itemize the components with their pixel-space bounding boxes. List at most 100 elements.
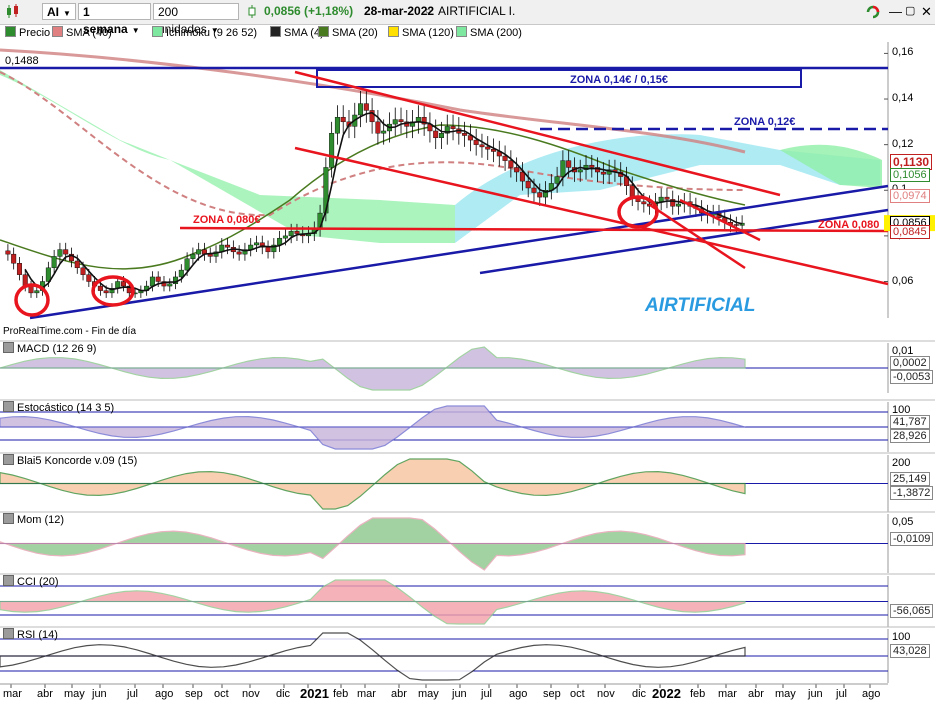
candle <box>253 242 259 246</box>
candle <box>502 155 508 161</box>
indicator-area <box>0 632 746 681</box>
candle <box>531 187 537 193</box>
panel-title: RSI (14) <box>3 628 58 641</box>
candle <box>74 260 80 269</box>
candle <box>184 258 190 271</box>
minimize-icon[interactable]: — <box>889 4 902 19</box>
candle <box>294 231 300 234</box>
panel-title: CCI (20) <box>3 575 59 588</box>
legend-label: Precio <box>19 27 51 39</box>
legend-item: SMA (200) <box>456 26 522 41</box>
panel-name: Blai5 Koncorde v.09 (15) <box>17 455 138 467</box>
legend-item: Ichimoku (9 26 52) <box>152 26 257 41</box>
legend-swatch <box>5 26 16 37</box>
candle <box>467 135 473 141</box>
panel-icon <box>3 454 14 465</box>
panel-name: CCI (20) <box>17 576 59 588</box>
candle <box>329 133 335 168</box>
legend-swatch <box>318 26 329 37</box>
watermark: AIRTIFICIAL <box>644 295 755 316</box>
x-tick-label: abr <box>748 688 764 700</box>
candle <box>11 253 17 264</box>
candle <box>103 290 109 294</box>
sma20-line <box>0 124 746 270</box>
panel-name: MACD (12 26 9) <box>17 343 97 355</box>
candle <box>358 103 364 116</box>
candle <box>28 285 34 294</box>
candle <box>560 160 566 177</box>
x-tick-label: sep <box>543 688 561 700</box>
x-tick-label: ago <box>862 688 881 700</box>
x-tick-label: nov <box>242 688 260 700</box>
x-tick-label: jun <box>92 688 107 700</box>
legend-swatch <box>456 26 467 37</box>
candle <box>670 199 676 207</box>
top-label: 0,1488 <box>5 55 39 67</box>
y-tick-label: 100 <box>892 404 911 416</box>
indicator-area <box>0 579 746 625</box>
highlight-circle <box>91 275 135 307</box>
x-tick-label: may <box>418 688 439 700</box>
x-tick-label: 2021 <box>300 686 329 701</box>
downtrend-line <box>294 70 781 197</box>
support-line <box>29 184 889 320</box>
panel-icon <box>3 575 14 586</box>
source-note: ProRealTime.com - Fin de día <box>3 326 136 337</box>
candle <box>433 130 439 139</box>
candle <box>225 244 231 248</box>
chevron-down-icon: ▼ <box>131 26 140 35</box>
close-icon[interactable]: ✕ <box>921 4 932 19</box>
legend-item: SMA (40) <box>52 26 112 41</box>
period-selector[interactable]: 1 semana ▼ <box>78 3 151 36</box>
candle <box>149 276 155 287</box>
panel-name: RSI (14) <box>17 629 58 641</box>
symbol-selector[interactable]: AI ▼ <box>42 3 76 20</box>
candle <box>271 244 277 253</box>
price-badge: 0,0845 <box>890 224 930 239</box>
legend-label: SMA (200) <box>470 27 522 39</box>
highlight-circle <box>617 195 659 229</box>
highlight-circle <box>14 283 50 317</box>
candle <box>485 146 491 150</box>
candle <box>462 133 468 136</box>
x-tick-label: jul <box>836 688 848 700</box>
x-tick-label: nov <box>597 688 615 700</box>
instrument-name: AIRTIFICIAL I. <box>438 4 516 18</box>
candle <box>121 281 127 287</box>
units-selector[interactable]: 200 unidades ▼ <box>153 3 239 36</box>
indicator-area <box>0 458 746 510</box>
y-tick-label: 0,16 <box>892 46 914 59</box>
x-tick-label: mar <box>718 688 737 700</box>
y-tick-label: 0,05 <box>892 516 914 528</box>
x-tick-label: ago <box>155 688 174 700</box>
candle <box>421 117 427 125</box>
ichimoku-cloud <box>780 144 882 188</box>
candle <box>155 276 161 282</box>
candle <box>398 119 404 123</box>
x-tick-label: jul <box>127 688 139 700</box>
indicator-area <box>0 346 746 391</box>
maximize-icon[interactable]: ▢ <box>905 5 916 17</box>
annotation: ZONA 0,080 <box>818 219 879 231</box>
x-tick-label: oct <box>570 688 585 700</box>
candle <box>554 176 560 184</box>
candle <box>213 251 219 257</box>
legend-label: SMA (120) <box>402 27 454 39</box>
chart-type-icon[interactable] <box>5 3 21 20</box>
candle <box>109 288 115 294</box>
candle <box>519 171 525 182</box>
indicator-badge: -56,065 <box>890 603 934 618</box>
panel-icon <box>3 401 14 412</box>
refresh-icon[interactable] <box>864 3 882 20</box>
x-tick-label: ago <box>509 688 528 700</box>
y-tick-label: 100 <box>892 631 911 643</box>
x-tick-label: feb <box>333 688 349 700</box>
y-tick-label: 0,14 <box>892 92 914 105</box>
candle <box>508 160 514 168</box>
x-tick-label: sep <box>185 688 203 700</box>
circle-icon: ○ <box>425 6 432 17</box>
candle <box>543 190 549 198</box>
panel-icon <box>3 628 14 639</box>
candle <box>525 180 531 189</box>
indicator-badge: 41,787 <box>890 415 930 429</box>
